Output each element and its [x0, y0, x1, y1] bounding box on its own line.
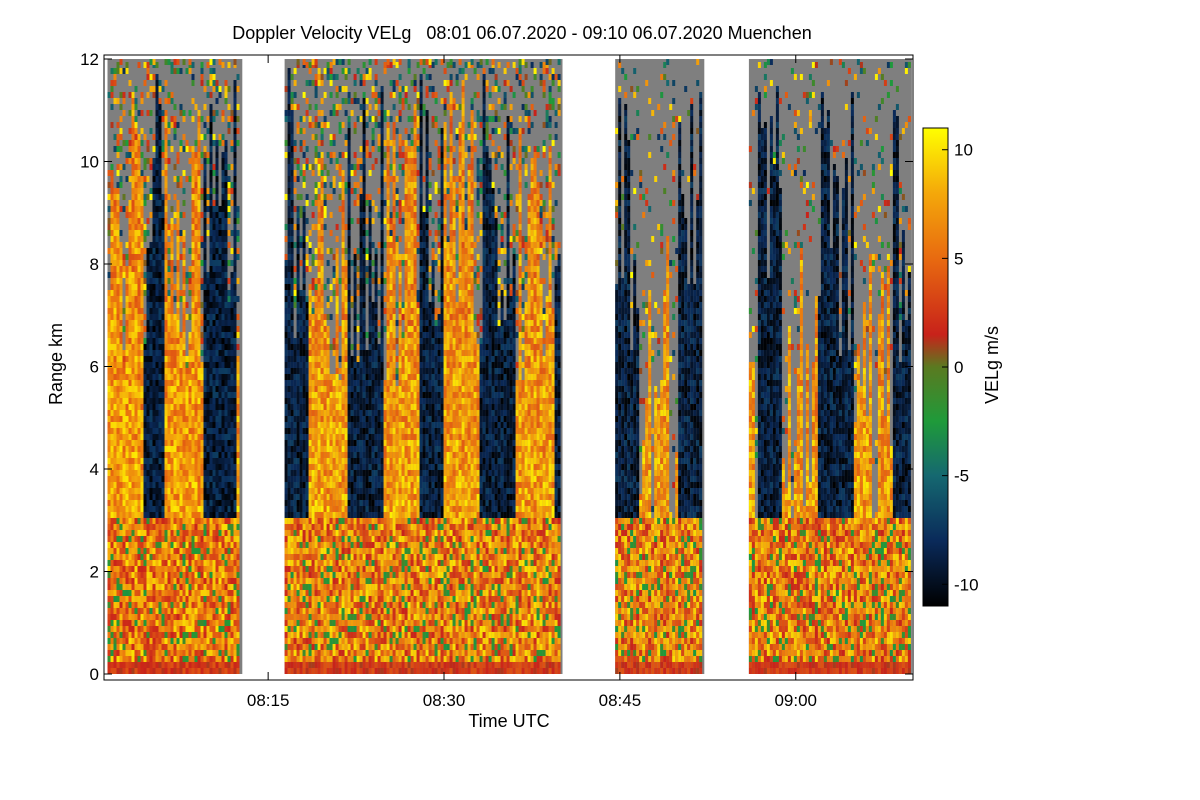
data-block-1 [107, 59, 243, 674]
y-tick-label: 4 [90, 460, 99, 479]
x-tick-label: 08:15 [247, 691, 290, 710]
data-block-4 [748, 59, 912, 674]
y-tick-label: 8 [90, 255, 99, 274]
y-tick-label: 6 [90, 358, 99, 377]
colorbar-tick-label: 10 [954, 141, 973, 160]
colorbar-tick-label: -10 [954, 575, 979, 594]
colorbar-tick-label: 0 [954, 358, 963, 377]
data-block-3 [615, 59, 705, 674]
y-axis-label: Range km [46, 323, 66, 405]
colorbar-label: VELg m/s [982, 326, 1002, 404]
x-axis-ticks: 08:15 08:30 08:45 09:00 [247, 55, 817, 710]
plot-frame [103, 54, 914, 681]
x-tick-label: 08:45 [599, 691, 642, 710]
y-tick-label: 12 [80, 50, 99, 69]
colorbar-ticks: 10 5 0 -5 -10 [942, 141, 979, 594]
data-block-2 [284, 59, 563, 674]
y-axis-ticks: 0 2 4 6 8 10 12 [80, 50, 913, 684]
colorbar-tick-label: -5 [954, 467, 969, 486]
y-tick-label: 0 [90, 665, 99, 684]
y-tick-label: 10 [80, 153, 99, 172]
x-tick-label: 09:00 [774, 691, 817, 710]
x-axis-label: Time UTC [468, 711, 549, 731]
y-tick-label: 2 [90, 563, 99, 582]
velocity-heatmap [107, 59, 912, 674]
x-tick-label: 08:30 [423, 691, 466, 710]
chart-title: Doppler Velocity VELg 08:01 06.07.2020 -… [232, 23, 811, 43]
colorbar-tick-label: 5 [954, 249, 963, 268]
